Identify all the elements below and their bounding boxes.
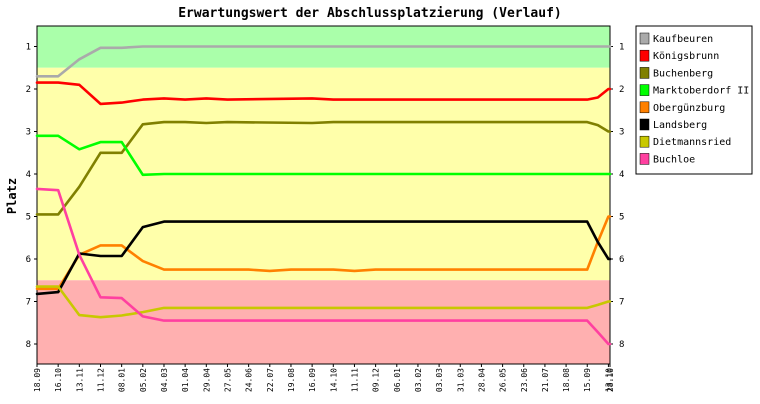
x-tick-label-10: 24.06 (245, 368, 254, 392)
legend-label-0: Kaufbeuren (653, 34, 713, 45)
legend-swatch-3 (639, 84, 650, 96)
series-line-0 (35, 45, 612, 78)
legend-label-3: Marktoberdorf II (653, 86, 749, 97)
x-tick-label-6: 04.03 (160, 368, 169, 392)
x-tick-label-7: 01.04 (181, 368, 190, 392)
legend-swatch-1 (639, 49, 650, 62)
y-tick-label-left-4: 4 (26, 170, 31, 180)
series-line-5 (35, 220, 612, 296)
chart-title: Erwartungswert der Abschlussplatzierung … (178, 6, 562, 21)
legend-label-1: Königsbrunn (653, 51, 719, 62)
y-tick-label-left-1: 1 (26, 43, 31, 53)
x-tick-label-25: 18.08 (562, 368, 571, 392)
series-line-6 (35, 285, 612, 319)
legend-label-7: Buchloe (653, 154, 695, 165)
x-tick-label-22: 26.05 (499, 368, 508, 392)
x-tick-label-0: 18.09 (33, 368, 42, 392)
legend-swatch-5 (639, 118, 650, 131)
y-axis-label: Platz (5, 178, 19, 214)
legend-swatch-6 (639, 135, 650, 148)
y-tick-label-right-3: 3 (619, 128, 624, 138)
x-tick-label-14: 14.10 (329, 368, 338, 392)
x-tick-label-11: 22.07 (266, 368, 275, 392)
x-tick-label-21: 28.04 (477, 368, 486, 392)
legend-box (635, 25, 753, 175)
y-tick-label-right-4: 4 (619, 170, 624, 180)
x-tick-label-24: 21.07 (541, 368, 550, 392)
y-tick-label-left-6: 6 (26, 255, 31, 265)
legend-label-2: Buchenberg (653, 68, 713, 79)
x-tick-label-27: 13.10 (604, 368, 613, 392)
x-tick-label-8: 29.04 (202, 368, 211, 392)
series-line-4 (35, 215, 612, 291)
x-tick-label-16: 09.12 (372, 368, 381, 392)
series-line-2 (35, 120, 612, 216)
x-tick-label-15: 11.11 (350, 368, 359, 392)
legend-label-4: Obergünzburg (653, 103, 725, 114)
y-tick-label-right-7: 7 (619, 298, 624, 308)
y-tick-label-left-5: 5 (26, 213, 31, 223)
x-tick-label-13: 16.09 (308, 368, 317, 392)
x-tick-label-3: 11.12 (96, 368, 105, 392)
x-tick-label-23: 23.06 (520, 368, 529, 392)
x-tick-label-26: 15.09 (583, 368, 592, 392)
series-line-1 (35, 81, 612, 106)
y-tick-label-right-6: 6 (619, 255, 624, 265)
y-tick-label-left-3: 3 (26, 128, 31, 138)
legend-swatch-7 (639, 153, 650, 165)
x-tick-label-4: 08.01 (118, 368, 127, 392)
legend-label-5: Landsberg (653, 120, 707, 131)
band-2 (37, 280, 610, 364)
legend-swatch-2 (639, 67, 650, 79)
x-tick-label-5: 05.02 (139, 368, 148, 392)
plot-area-frame (36, 25, 611, 365)
y-tick-label-right-8: 8 (619, 340, 624, 350)
x-tick-label-28: 28.10 (606, 368, 615, 392)
legend-swatch-0 (639, 32, 650, 45)
y-tick-label-left-8: 8 (26, 340, 31, 350)
legend-swatch-4 (639, 101, 650, 114)
x-tick-label-18: 03.02 (414, 368, 423, 392)
x-tick-label-1: 16.10 (54, 368, 63, 392)
y-tick-label-left-7: 7 (26, 298, 31, 308)
y-tick-label-right-2: 2 (619, 85, 624, 95)
x-tick-label-12: 19.08 (287, 368, 296, 392)
legend-label-6: Dietmannsried (653, 137, 731, 148)
series-line-3 (35, 134, 612, 177)
y-tick-label-right-1: 1 (619, 43, 624, 53)
x-tick-label-2: 13.11 (75, 368, 84, 392)
x-tick-label-9: 27.05 (223, 368, 232, 392)
y-tick-label-left-2: 2 (26, 85, 31, 95)
series-line-7 (35, 187, 612, 346)
x-tick-label-17: 06.01 (393, 368, 402, 392)
x-tick-label-19: 03.03 (435, 368, 444, 392)
x-tick-label-20: 31.03 (456, 368, 465, 392)
y-tick-label-right-5: 5 (619, 213, 624, 223)
